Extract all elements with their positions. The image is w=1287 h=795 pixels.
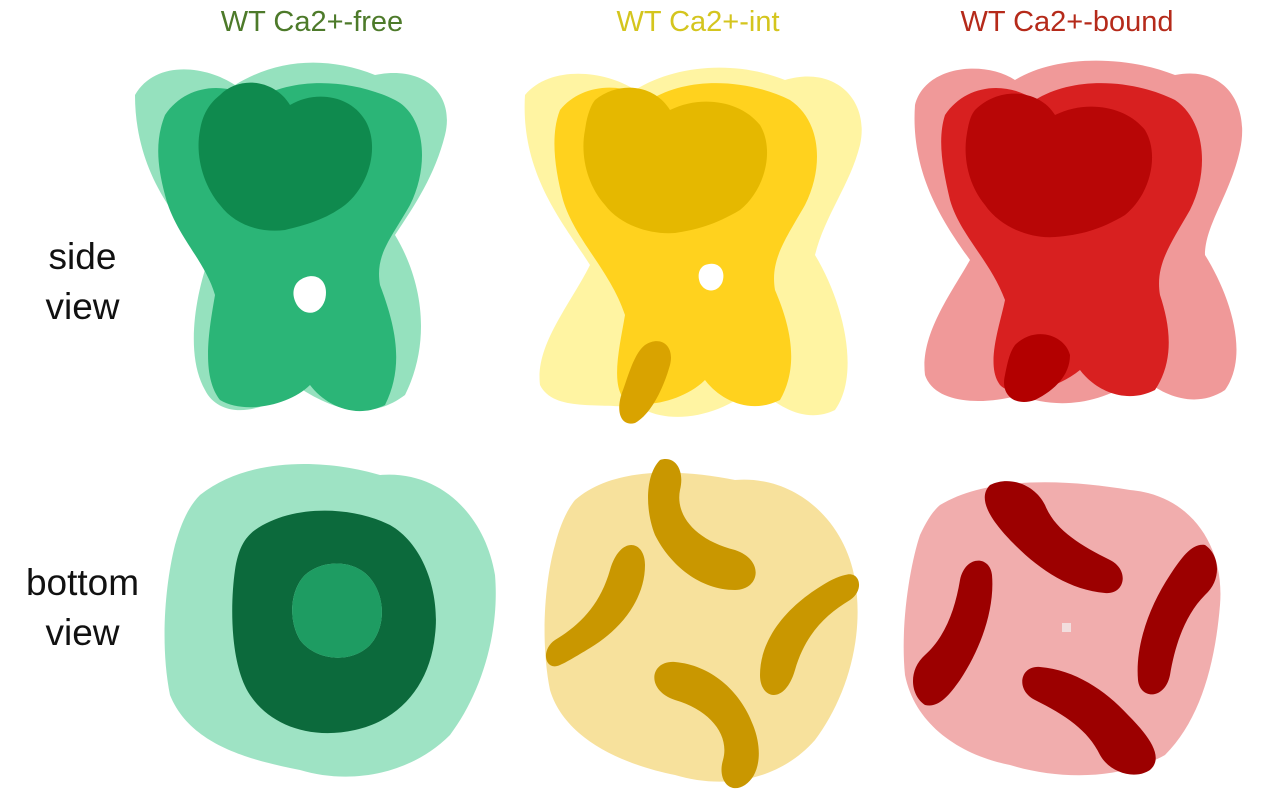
row-label-bottom-line2: view bbox=[45, 612, 120, 653]
bottom-view-int bbox=[544, 459, 860, 789]
row-label-side: side view bbox=[0, 232, 165, 332]
bottom-bound-center-pore bbox=[1062, 623, 1071, 632]
row-label-side-line2: view bbox=[45, 286, 120, 327]
column-title-free: WT Ca2+-free bbox=[220, 6, 404, 38]
column-title-int: WT Ca2+-int bbox=[616, 6, 780, 38]
side-free-front bbox=[198, 82, 373, 231]
side-view-free bbox=[135, 62, 447, 412]
bottom-int-arm3 bbox=[654, 661, 759, 789]
bottom-bound-arm3 bbox=[1022, 666, 1156, 775]
side-view-int bbox=[524, 67, 862, 424]
side-bound-front bbox=[965, 93, 1153, 238]
column-title-bound: WT Ca2+-bound bbox=[960, 6, 1174, 38]
bottom-view-free bbox=[164, 463, 496, 777]
side-int-front bbox=[583, 87, 768, 234]
row-label-bottom: bottom view bbox=[0, 558, 165, 658]
bottom-free-ring bbox=[232, 510, 436, 734]
bottom-int-arm4 bbox=[545, 545, 645, 667]
side-bound-leg bbox=[1004, 334, 1070, 403]
side-free-hole bbox=[293, 276, 326, 313]
side-view-bound bbox=[914, 60, 1243, 404]
bottom-bound-arm1 bbox=[984, 481, 1123, 594]
side-int-leg bbox=[619, 341, 671, 424]
row-label-side-line1: side bbox=[48, 236, 117, 277]
bottom-free-center bbox=[292, 563, 382, 658]
bottom-view-bound bbox=[903, 481, 1221, 776]
bottom-int-arm1 bbox=[648, 459, 756, 590]
bottom-bound-arm2 bbox=[1137, 544, 1218, 695]
side-int-hole bbox=[698, 263, 724, 291]
bottom-int-arm2 bbox=[760, 574, 860, 695]
row-label-bottom-line1: bottom bbox=[25, 562, 140, 603]
bottom-bound-arm4 bbox=[912, 560, 993, 706]
